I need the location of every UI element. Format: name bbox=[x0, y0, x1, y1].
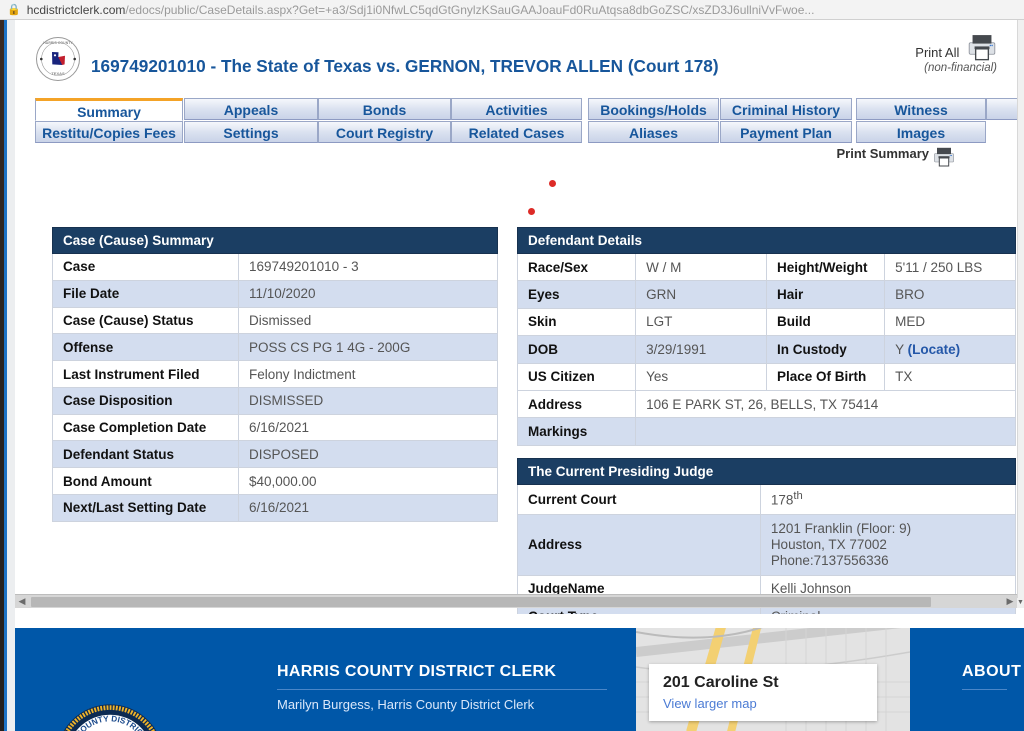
svg-text:HARRIS COUNTY: HARRIS COUNTY bbox=[43, 41, 73, 45]
svg-text:TEXAS: TEXAS bbox=[51, 71, 65, 76]
